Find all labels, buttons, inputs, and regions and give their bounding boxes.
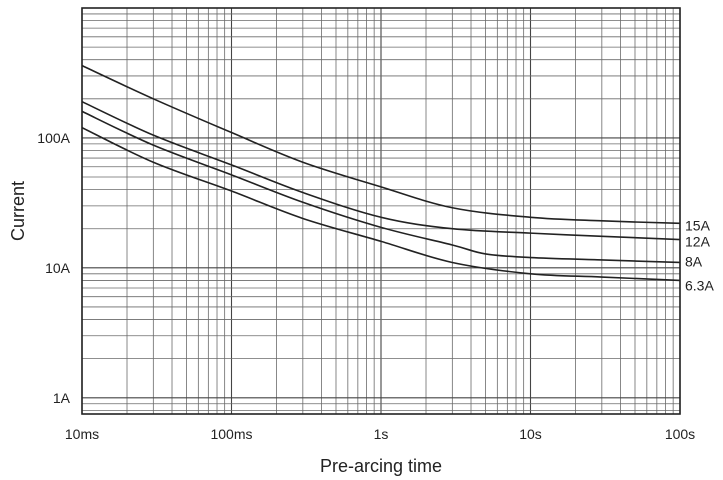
curves — [81, 64, 681, 282]
x-axis-title: Pre-arcing time — [320, 456, 442, 476]
x-tick-label: 1s — [374, 426, 389, 442]
y-axis-title: Current — [8, 181, 28, 241]
grid — [81, 7, 681, 414]
x-tick-label: 10ms — [65, 426, 99, 442]
series-line-15a — [81, 64, 681, 225]
y-tick-label: 100A — [37, 130, 70, 146]
tick-labels: 10ms 100ms 1s 10s 100s 1A 10A 100A — [37, 130, 695, 442]
series-line-6-3a — [81, 126, 681, 282]
x-tick-label: 10s — [519, 426, 542, 442]
x-tick-label: 100ms — [210, 426, 252, 442]
y-tick-label: 10A — [45, 260, 71, 276]
series-label: 6.3A — [685, 277, 714, 293]
series-line-8a — [81, 110, 681, 264]
series-label: 8A — [685, 253, 703, 269]
series-label: 15A — [685, 217, 711, 233]
x-tick-label: 100s — [665, 426, 695, 442]
series-label: 12A — [685, 234, 711, 250]
series-line-12a — [81, 100, 681, 241]
y-tick-label: 1A — [53, 390, 71, 406]
plot-frame — [81, 7, 681, 415]
